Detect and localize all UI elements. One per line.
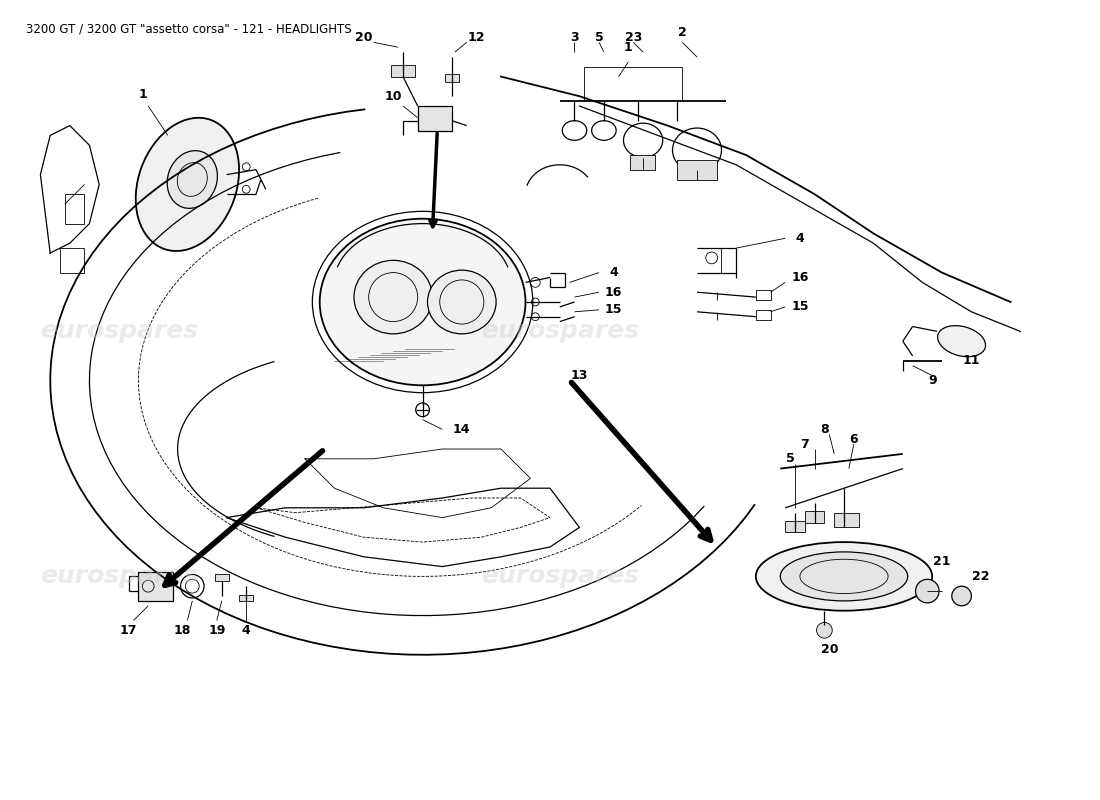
- Bar: [756, 310, 770, 320]
- Text: eurospares: eurospares: [41, 565, 198, 589]
- Bar: [785, 521, 805, 532]
- Circle shape: [915, 579, 939, 603]
- Bar: [392, 65, 415, 77]
- Ellipse shape: [135, 118, 239, 251]
- Text: eurospares: eurospares: [41, 319, 198, 343]
- Text: 23: 23: [625, 31, 642, 44]
- Text: 7: 7: [801, 438, 810, 450]
- Text: 22: 22: [972, 570, 990, 583]
- Text: 1: 1: [624, 41, 632, 54]
- Text: 15: 15: [791, 300, 808, 314]
- Text: 12: 12: [468, 31, 485, 44]
- Text: 16: 16: [791, 271, 808, 284]
- Bar: [446, 74, 459, 82]
- Text: 11: 11: [962, 354, 980, 367]
- Bar: [805, 510, 824, 522]
- Text: 15: 15: [605, 303, 623, 316]
- Ellipse shape: [428, 270, 496, 334]
- Text: 4: 4: [242, 624, 251, 637]
- Text: 18: 18: [174, 624, 191, 637]
- Text: 16: 16: [605, 286, 623, 298]
- Text: eurospares: eurospares: [482, 319, 639, 343]
- Ellipse shape: [756, 542, 932, 610]
- Text: 9: 9: [928, 374, 936, 387]
- Bar: [139, 571, 173, 601]
- Bar: [756, 290, 770, 300]
- Text: 3: 3: [570, 31, 579, 44]
- Bar: [630, 155, 654, 170]
- Text: 21: 21: [933, 555, 950, 568]
- Text: 19: 19: [208, 624, 226, 637]
- Bar: [214, 574, 229, 582]
- Text: 5: 5: [595, 31, 604, 44]
- Text: 3200 GT / 3200 GT "assetto corsa" - 121 - HEADLIGHTS: 3200 GT / 3200 GT "assetto corsa" - 121 …: [25, 22, 351, 36]
- Text: 5: 5: [785, 452, 794, 466]
- Text: 2: 2: [678, 26, 686, 39]
- Ellipse shape: [780, 552, 908, 601]
- Text: 20: 20: [355, 31, 373, 44]
- Circle shape: [952, 586, 971, 606]
- Text: 10: 10: [384, 90, 402, 102]
- Bar: [834, 513, 859, 527]
- Ellipse shape: [320, 218, 526, 386]
- Bar: [240, 595, 253, 601]
- Text: 20: 20: [821, 643, 838, 656]
- Text: eurospares: eurospares: [482, 565, 639, 589]
- Bar: [678, 160, 716, 179]
- Text: 4: 4: [609, 266, 618, 279]
- Ellipse shape: [937, 326, 986, 357]
- Text: 8: 8: [821, 423, 828, 436]
- Text: 6: 6: [849, 433, 858, 446]
- Ellipse shape: [167, 150, 218, 208]
- Text: 13: 13: [571, 369, 588, 382]
- Text: 17: 17: [120, 624, 138, 637]
- Circle shape: [816, 622, 833, 638]
- Bar: [418, 106, 452, 130]
- Ellipse shape: [354, 260, 432, 334]
- Text: 1: 1: [139, 88, 147, 101]
- Text: 4: 4: [795, 232, 804, 245]
- Text: 14: 14: [453, 423, 471, 436]
